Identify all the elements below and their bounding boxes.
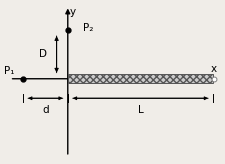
Text: P₁: P₁ [4, 66, 15, 76]
Text: x: x [210, 64, 216, 74]
Text: d: d [42, 105, 49, 115]
Text: P₂: P₂ [83, 23, 94, 33]
Text: y: y [70, 7, 76, 17]
Text: L: L [137, 105, 143, 115]
Text: D: D [39, 49, 47, 59]
Bar [68, 74, 213, 83]
